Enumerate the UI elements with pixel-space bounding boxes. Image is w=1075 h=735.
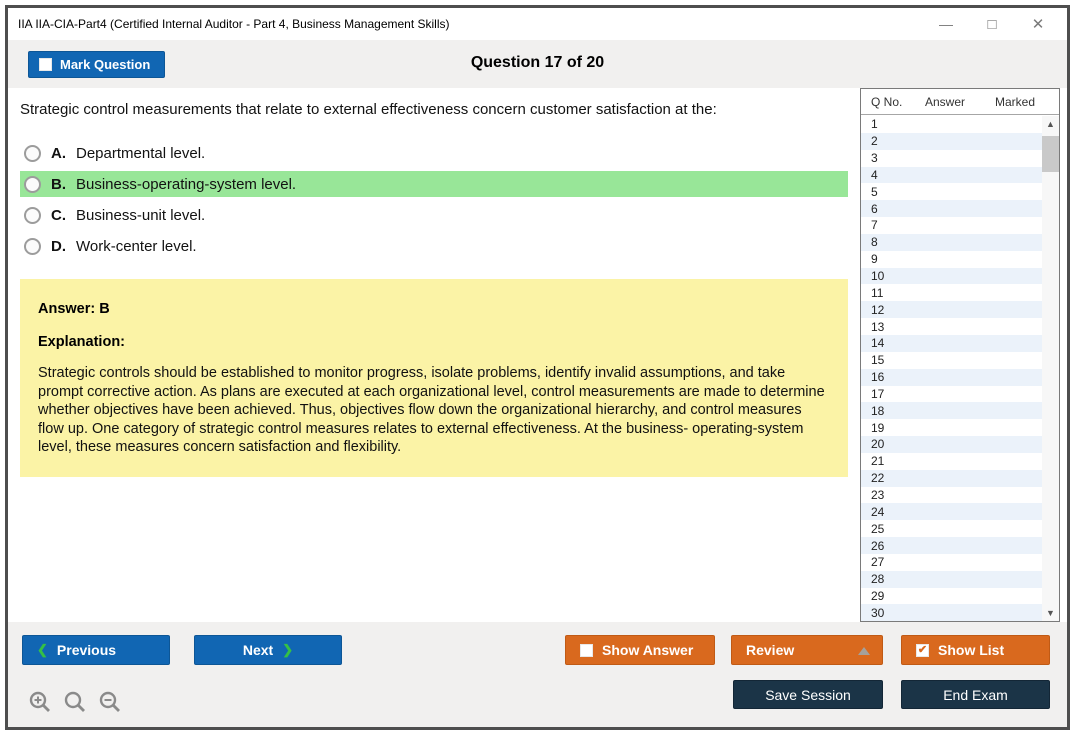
- option-text: Business-operating-system level.: [76, 175, 297, 193]
- close-icon[interactable]: ✕: [1031, 16, 1045, 33]
- end-exam-button[interactable]: End Exam: [901, 680, 1050, 709]
- question-text: Strategic control measurements that rela…: [20, 101, 717, 118]
- app-window: IIA IIA-CIA-Part4 (Certified Internal Au…: [5, 5, 1070, 730]
- option-b[interactable]: B. Business-operating-system level.: [20, 171, 848, 197]
- column-answer: Answer: [925, 95, 966, 109]
- zoom-in-icon[interactable]: [28, 690, 52, 714]
- question-list-row[interactable]: 30: [861, 604, 1042, 621]
- chevron-right-icon: ❯: [282, 642, 294, 657]
- option-letter: C.: [51, 206, 66, 224]
- question-list-row[interactable]: 6: [861, 200, 1042, 218]
- window-controls: — □ ✕: [923, 8, 1061, 40]
- question-list-row[interactable]: 25: [871, 521, 885, 536]
- minimize-icon[interactable]: —: [939, 16, 953, 32]
- show-answer-button[interactable]: Show Answer: [565, 635, 715, 665]
- question-list-row[interactable]: 15: [871, 353, 885, 368]
- show-list-label: Show List: [938, 642, 1005, 658]
- question-list-row[interactable]: 24: [861, 503, 1042, 521]
- question-list-row[interactable]: 11: [871, 285, 884, 300]
- explanation-heading: Explanation:: [38, 334, 126, 350]
- save-session-label: Save Session: [765, 686, 851, 703]
- zoom-toolbar: [28, 690, 122, 714]
- scroll-up-icon[interactable]: ▲: [1046, 119, 1055, 129]
- next-button[interactable]: Next ❯: [194, 635, 342, 665]
- question-list-row[interactable]: 19: [871, 420, 885, 435]
- header-strip: Question 17 of 20 Mark Question: [8, 40, 1067, 88]
- question-list-row[interactable]: 26: [861, 537, 1042, 554]
- title-bar: IIA IIA-CIA-Part4 (Certified Internal Au…: [8, 8, 1067, 40]
- option-text: Business-unit level.: [76, 206, 206, 224]
- question-list-row[interactable]: 1: [871, 117, 878, 132]
- end-exam-label: End Exam: [943, 686, 1008, 703]
- question-list-panel: Q No. Answer Marked 1 2 3 4 5 6 7 8 9 10 11 12 13 14 1…: [860, 88, 1060, 622]
- column-marked: Marked: [995, 95, 1036, 109]
- question-list-row[interactable]: 8: [861, 233, 1042, 251]
- question-list-row[interactable]: 18: [861, 402, 1042, 420]
- question-list-row[interactable]: 12: [861, 301, 1042, 319]
- question-list-row[interactable]: 4: [861, 166, 1042, 184]
- zoom-out-icon[interactable]: [98, 690, 122, 714]
- show-list-button[interactable]: ✔ Show List: [901, 635, 1050, 665]
- mark-question-label: Mark Question: [60, 57, 151, 72]
- show-answer-checkbox[interactable]: [580, 643, 593, 657]
- question-counter: Question 17 of 20: [470, 54, 605, 71]
- question-area: Strategic control measurements that rela…: [8, 88, 860, 622]
- question-list-row[interactable]: 17: [871, 386, 885, 401]
- question-list-row[interactable]: 7: [871, 218, 878, 233]
- radio-icon[interactable]: [24, 175, 41, 193]
- show-list-checkbox[interactable]: ✔: [916, 643, 929, 657]
- zoom-reset-icon[interactable]: [63, 690, 87, 714]
- option-letter: B.: [51, 175, 66, 193]
- question-list-header: Q No. Answer Marked: [861, 89, 1059, 115]
- question-list-row[interactable]: 2: [861, 132, 1042, 150]
- save-session-button[interactable]: Save Session: [733, 680, 883, 709]
- previous-label: Previous: [56, 642, 117, 658]
- question-list-row[interactable]: 14: [861, 334, 1042, 352]
- question-list-row[interactable]: 5: [871, 184, 878, 199]
- window-title: IIA IIA-CIA-Part4 (Certified Internal Au…: [18, 17, 450, 31]
- option-d[interactable]: D. Work-center level.: [20, 233, 848, 259]
- answer-explanation-box: Answer: B Explanation: Strategic control…: [20, 279, 848, 477]
- maximize-icon[interactable]: □: [987, 15, 997, 33]
- triangle-up-icon: [858, 647, 870, 655]
- radio-icon[interactable]: [24, 144, 41, 162]
- question-list-row[interactable]: 9: [871, 252, 878, 267]
- question-list-body: 1 2 3 4 5 6 7 8 9 10 11 12 13 14 15 16 17 18 19 20 21 22 23 24 2…: [861, 116, 1042, 621]
- option-text: Work-center level.: [76, 237, 197, 255]
- question-list-row[interactable]: 20: [861, 436, 1042, 453]
- review-dropdown[interactable]: Review: [731, 635, 883, 665]
- question-list-row[interactable]: 21: [871, 454, 885, 469]
- explanation-text: Strategic controls should be established…: [38, 365, 825, 456]
- scrollbar[interactable]: ▲ ▼: [1042, 116, 1059, 621]
- question-list-row[interactable]: 27: [871, 555, 885, 570]
- option-text: Departmental level.: [76, 144, 206, 162]
- option-letter: D.: [51, 237, 66, 255]
- question-list-row[interactable]: 29: [871, 589, 885, 604]
- question-list-row[interactable]: 13: [871, 319, 885, 334]
- main-area: Strategic control measurements that rela…: [8, 88, 1067, 622]
- question-list-row[interactable]: 16: [861, 368, 1042, 386]
- chevron-left-icon: ❮: [37, 642, 48, 657]
- previous-button[interactable]: ❮ Previous: [22, 635, 170, 665]
- next-label: Next: [242, 642, 274, 658]
- review-label: Review: [746, 642, 795, 658]
- question-list-row[interactable]: 3: [871, 151, 878, 166]
- mark-question-button[interactable]: Mark Question: [28, 51, 166, 78]
- option-letter: A.: [51, 144, 66, 162]
- show-answer-label: Show Answer: [602, 642, 694, 658]
- scroll-down-icon[interactable]: ▼: [1046, 608, 1055, 618]
- option-c[interactable]: C. Business-unit level.: [20, 202, 848, 228]
- radio-icon[interactable]: [24, 206, 41, 224]
- question-list-row[interactable]: 22: [861, 469, 1042, 487]
- mark-question-checkbox[interactable]: [39, 58, 52, 71]
- column-qno: Q No.: [871, 95, 903, 109]
- bottom-bar: ❮ Previous Next ❯ Show Answer Review ✔ S…: [8, 622, 1067, 727]
- question-list-row[interactable]: 10: [861, 267, 1042, 285]
- scrollbar-thumb[interactable]: [1042, 136, 1059, 172]
- radio-icon[interactable]: [24, 237, 41, 255]
- answer-label: Answer: B: [38, 301, 110, 317]
- question-list-row[interactable]: 28: [861, 570, 1042, 588]
- question-list-row[interactable]: 23: [871, 487, 885, 502]
- option-a[interactable]: A. Departmental level.: [20, 140, 848, 166]
